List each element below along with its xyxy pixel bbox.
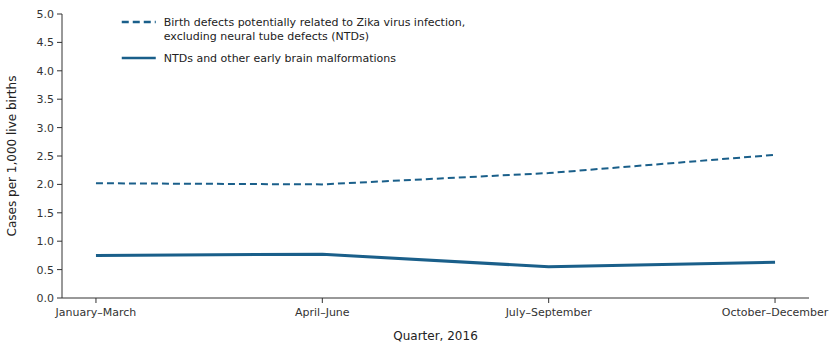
x-axis-line — [62, 298, 809, 299]
x-axis-label: Quarter, 2016 — [393, 329, 478, 343]
y-tick — [57, 127, 62, 128]
legend-swatch — [122, 21, 156, 24]
y-tick-label: 3.5 — [37, 93, 55, 106]
y-tick-label: 3.0 — [37, 122, 55, 135]
x-tick-label: January–March — [55, 306, 137, 319]
legend-swatch — [122, 57, 156, 60]
y-tick — [57, 212, 62, 213]
y-tick-label: 2.5 — [37, 150, 55, 163]
x-tick-label: July–September — [505, 306, 593, 319]
y-tick — [57, 241, 62, 242]
x-tick — [548, 298, 549, 303]
legend-label-line: NTDs and other early brain malformations — [164, 52, 396, 65]
legend-label: NTDs and other early brain malformations — [164, 52, 396, 65]
y-tick — [57, 42, 62, 43]
y-tick-label: 2.0 — [37, 178, 55, 191]
y-tick-label: 1.0 — [37, 235, 55, 248]
y-tick-label: 4.5 — [37, 36, 55, 49]
legend: Birth defects potentially related to Zik… — [122, 16, 465, 65]
x-tick — [775, 298, 776, 303]
y-tick-label: 0.0 — [37, 292, 55, 305]
y-tick — [57, 298, 62, 299]
y-tick — [57, 269, 62, 270]
legend-label: Birth defects potentially related to Zik… — [164, 16, 465, 43]
y-tick-label: 1.5 — [37, 207, 55, 220]
y-tick-label: 4.0 — [37, 65, 55, 78]
y-tick — [57, 184, 62, 185]
series-line — [96, 254, 775, 266]
y-tick — [57, 99, 62, 100]
y-tick-label: 5.0 — [37, 8, 55, 21]
chart-container: 0.0 0.5 1.0 1.5 2.0 2.5 3.0 3.5 4.0 4.5 5.0 January… — [0, 0, 831, 348]
y-tick — [57, 156, 62, 157]
plot-area — [96, 155, 775, 267]
legend-label-line: excluding neural tube defects (NTDs) — [164, 30, 369, 43]
x-tick-label: October–December — [722, 306, 829, 319]
series-line — [96, 155, 775, 185]
y-tick — [57, 14, 62, 15]
x-tick — [322, 298, 323, 303]
x-tick-label: April–June — [295, 306, 350, 319]
x-tick — [95, 298, 96, 303]
y-tick-label: 0.5 — [37, 264, 55, 277]
chart: 0.0 0.5 1.0 1.5 2.0 2.5 3.0 3.5 4.0 4.5 5.0 January… — [0, 0, 831, 348]
y-axis-label: Cases per 1,000 live births — [5, 76, 19, 237]
legend-label-line: Birth defects potentially related to Zik… — [164, 16, 465, 29]
y-tick — [57, 70, 62, 71]
